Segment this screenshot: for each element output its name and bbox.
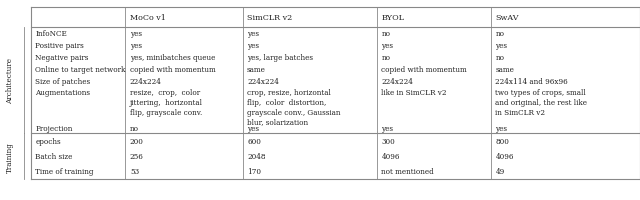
Text: Training: Training xyxy=(6,141,13,172)
Text: yes: yes xyxy=(130,30,142,38)
Text: yes: yes xyxy=(247,42,259,50)
Text: same: same xyxy=(247,65,266,73)
Text: yes: yes xyxy=(495,124,508,132)
Text: copied with momentum: copied with momentum xyxy=(381,65,467,73)
Text: no: no xyxy=(495,54,504,61)
Text: 4096: 4096 xyxy=(381,152,400,160)
Text: Augmentations: Augmentations xyxy=(35,89,90,97)
Text: Architecture: Architecture xyxy=(6,58,13,104)
Text: Negative pairs: Negative pairs xyxy=(35,54,88,61)
Text: 170: 170 xyxy=(247,167,261,175)
Text: 4096: 4096 xyxy=(495,152,514,160)
Text: resize,  crop,  color
jittering,  horizontal
flip, grayscale conv.: resize, crop, color jittering, horizonta… xyxy=(130,89,203,116)
Text: crop, resize, horizontal
flip,  color  distortion,
grayscale conv., Gaussian
blu: crop, resize, horizontal flip, color dis… xyxy=(247,89,340,126)
Text: Projection: Projection xyxy=(35,124,72,132)
Text: like in SimCLR v2: like in SimCLR v2 xyxy=(381,89,447,97)
Text: 224x224: 224x224 xyxy=(381,77,413,85)
Text: yes: yes xyxy=(381,42,394,50)
Text: 2048: 2048 xyxy=(247,152,266,160)
Text: two types of crops, small
and original, the rest like
in SimCLR v2: two types of crops, small and original, … xyxy=(495,89,588,116)
Text: no: no xyxy=(381,30,390,38)
Text: yes: yes xyxy=(247,30,259,38)
Text: Time of training: Time of training xyxy=(35,167,93,175)
Text: 224x114 and 96x96: 224x114 and 96x96 xyxy=(495,77,568,85)
Text: yes: yes xyxy=(381,124,394,132)
Text: 256: 256 xyxy=(130,152,144,160)
Text: yes, large batches: yes, large batches xyxy=(247,54,313,61)
Text: yes: yes xyxy=(247,124,259,132)
Text: no: no xyxy=(495,30,504,38)
Text: 300: 300 xyxy=(381,137,395,145)
Text: same: same xyxy=(495,65,514,73)
Text: 800: 800 xyxy=(495,137,509,145)
Text: 600: 600 xyxy=(247,137,261,145)
Text: Positive pairs: Positive pairs xyxy=(35,42,84,50)
Text: 49: 49 xyxy=(495,167,504,175)
Text: not mentioned: not mentioned xyxy=(381,167,434,175)
Text: 224x224: 224x224 xyxy=(130,77,162,85)
Text: copied with momentum: copied with momentum xyxy=(130,65,216,73)
Text: Batch size: Batch size xyxy=(35,152,72,160)
Text: yes: yes xyxy=(495,42,508,50)
Text: yes, minibatches queue: yes, minibatches queue xyxy=(130,54,215,61)
Text: BYOL: BYOL xyxy=(381,14,404,22)
Text: SwAV: SwAV xyxy=(495,14,519,22)
Text: MoCo v1: MoCo v1 xyxy=(130,14,166,22)
Text: Online to target network: Online to target network xyxy=(35,65,125,73)
Text: epochs: epochs xyxy=(35,137,61,145)
Text: no: no xyxy=(381,54,390,61)
Text: 53: 53 xyxy=(130,167,139,175)
Text: SimCLR v2: SimCLR v2 xyxy=(247,14,292,22)
Text: no: no xyxy=(130,124,139,132)
Text: Size of patches: Size of patches xyxy=(35,77,90,85)
Text: yes: yes xyxy=(130,42,142,50)
Text: InfoNCE: InfoNCE xyxy=(35,30,67,38)
Text: 200: 200 xyxy=(130,137,144,145)
Text: 224x224: 224x224 xyxy=(247,77,279,85)
